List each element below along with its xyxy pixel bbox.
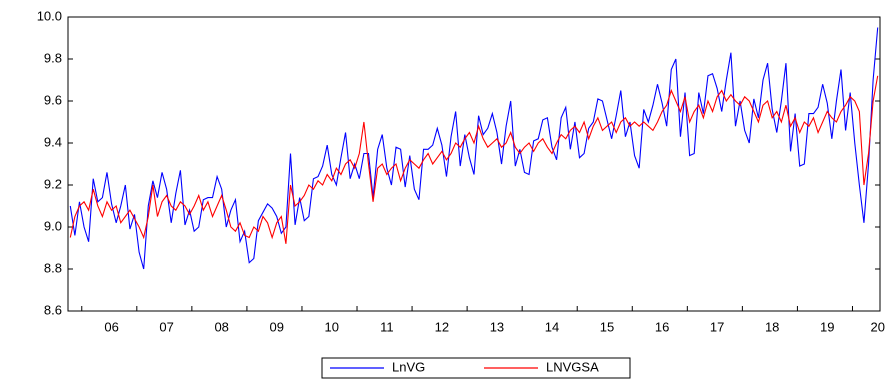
y-tick-label: 9.8	[44, 50, 62, 65]
x-tick-label: 08	[214, 319, 228, 334]
y-tick-label: 9.4	[44, 134, 62, 149]
legend-label: LnVG	[392, 359, 425, 374]
x-tick-label: 06	[104, 319, 118, 334]
x-tick-label: 14	[545, 319, 559, 334]
x-tick-label: 11	[380, 319, 394, 334]
x-tick-label: 12	[435, 319, 449, 334]
y-tick-label: 9.6	[44, 92, 62, 107]
series-line	[69, 27, 879, 270]
x-tick-label: 10	[325, 319, 339, 334]
y-tick-label: 9.0	[44, 218, 62, 233]
x-tick-label: 17	[710, 319, 724, 334]
plot-frame	[67, 16, 881, 312]
x-tick-label: 18	[765, 319, 779, 334]
y-tick-label: 8.6	[44, 302, 62, 317]
x-tick-label: 07	[159, 319, 173, 334]
legend-box	[321, 357, 631, 379]
x-tick-label: 09	[270, 319, 284, 334]
y-tick-label: 10.0	[37, 8, 62, 23]
x-tick-label: 20	[870, 319, 884, 334]
legend-label: LNVGSA	[546, 359, 599, 374]
x-tick-label: 19	[820, 319, 834, 334]
x-tick-label: 16	[655, 319, 669, 334]
x-tick-label: 15	[600, 319, 614, 334]
y-tick-label: 9.2	[44, 176, 62, 191]
series-line	[69, 75, 879, 244]
x-tick-label: 13	[490, 319, 504, 334]
y-tick-label: 8.8	[44, 260, 62, 275]
